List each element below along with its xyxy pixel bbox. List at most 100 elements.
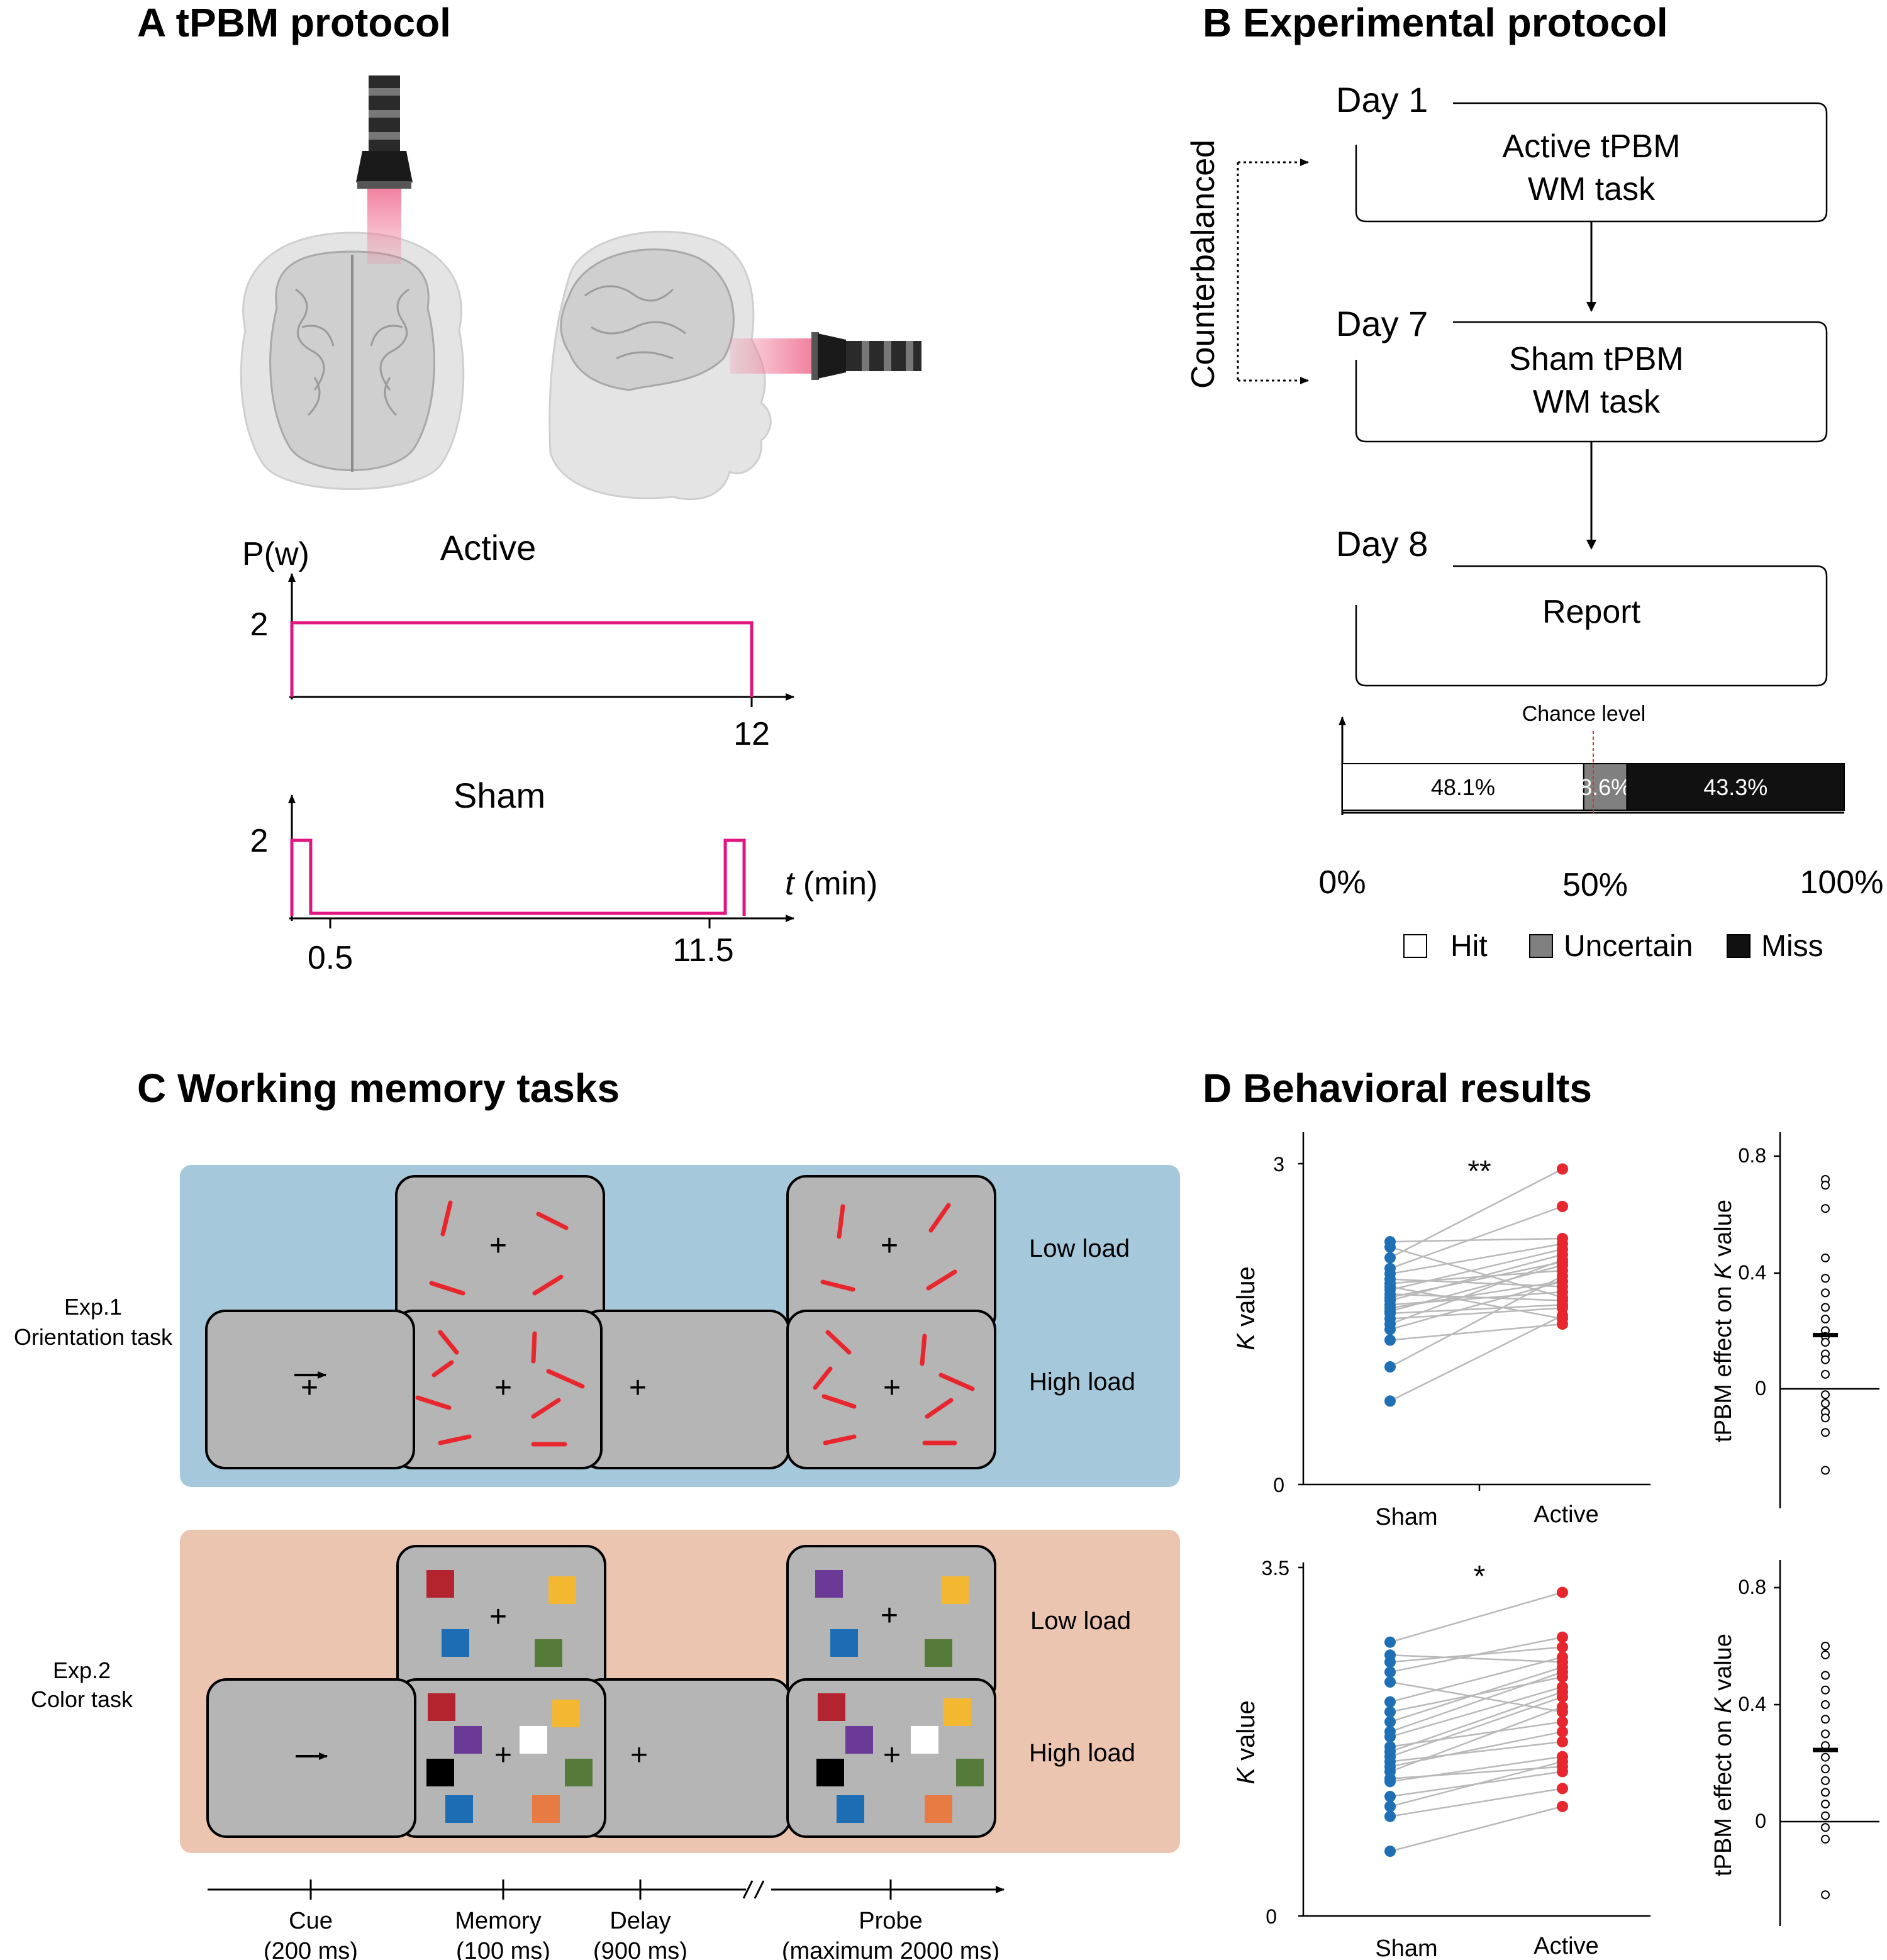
legend-swatch-miss [1727, 934, 1751, 958]
sham-tick-11-5: 11.5 [672, 932, 733, 969]
d-top-pair-line [1389, 1307, 1563, 1320]
d-top-significance: ** [1467, 1155, 1491, 1188]
d-bottom-active-point [1557, 1641, 1568, 1653]
d-bottom-paired-chart: 3.5 0 Sham Active * K value [1232, 1557, 1650, 1960]
report-segment-miss [1626, 763, 1845, 811]
report-tick-100: 100% [1800, 864, 1884, 901]
exp2-low-load-label: Low load [1030, 1607, 1131, 1635]
d-top-pair-line [1389, 1259, 1563, 1325]
d-bottom-effect-point [1821, 1700, 1830, 1709]
d-bottom-effect-point [1821, 1764, 1830, 1774]
d-top-sham-point [1384, 1262, 1396, 1274]
d-bottom-effect-point [1821, 1823, 1830, 1832]
d-bottom-pair-line [1389, 1671, 1563, 1733]
d-bottom-pair-line [1389, 1805, 1563, 1852]
d-top-effect-point [1821, 1390, 1830, 1400]
d-bottom-effect-point [1821, 1671, 1830, 1680]
d-top-effect-point [1821, 1428, 1830, 1437]
exp2-high-load-label: High load [1029, 1739, 1135, 1767]
report-segment-label-uncertain: 8.6% [1579, 774, 1631, 800]
exp1-memory-high-bars [415, 1330, 585, 1447]
d-top-effect-point [1821, 1399, 1830, 1408]
d-bottom-pair-line [1389, 1740, 1563, 1762]
chance-level-label: Chance level [1522, 702, 1646, 726]
d-top-active-point [1557, 1265, 1568, 1276]
d-top-sham-point [1384, 1395, 1396, 1407]
d-bottom-effect-ylabel-pre: tPBM effect on [1710, 1713, 1737, 1876]
d-top-effect-point [1821, 1204, 1830, 1213]
d-top-effect-tick-0: 0 [1755, 1377, 1766, 1400]
time-axis-label: t (min) [785, 866, 877, 902]
exp2-memory-high-fixation: + [494, 1739, 512, 1772]
d-bottom-effect-point [1821, 1834, 1830, 1844]
d-top-sham-point [1384, 1252, 1396, 1264]
d-bottom-effect-tick-0-4: 0.4 [1739, 1693, 1766, 1715]
d-top-active-point [1557, 1233, 1568, 1244]
d-bottom-sham-point [1384, 1746, 1396, 1757]
d-top-pair-line [1389, 1323, 1563, 1341]
d-bottom-active-point [1557, 1800, 1568, 1812]
exp1-cue-fixation: + [301, 1371, 318, 1405]
panel-c-title: C Working memory tasks [137, 1066, 620, 1111]
d-bottom-sham-point [1384, 1846, 1396, 1857]
exp2-probe-high-squares [816, 1693, 984, 1823]
d-bottom-sham-point [1384, 1676, 1396, 1688]
d-bottom-active-point [1557, 1706, 1568, 1718]
d-bottom-effect-chart: 0.8 0.4 0 tPBM effect on K value [1710, 1560, 1879, 1926]
d-bottom-active-point [1557, 1666, 1568, 1678]
d-bottom-ylabel-symbol: K [1232, 1766, 1260, 1785]
d-bottom-effect-point [1821, 1715, 1830, 1724]
d-bottom-active-point [1557, 1686, 1568, 1698]
exp2-cue-screen [206, 1678, 416, 1838]
panel-d-title: D Behavioral results [1203, 1066, 1592, 1111]
d-bottom-effect-point [1821, 1811, 1830, 1820]
day-8-line-1: Report [1542, 594, 1641, 630]
timeline-probe-name: Probe [859, 1908, 922, 1934]
d-top-category-sham: Sham [1375, 1504, 1437, 1530]
active-power-title: Active [440, 528, 537, 567]
exp2-memory-high-squares [426, 1693, 593, 1823]
active-power-profile [290, 621, 754, 697]
d-top-active-point [1557, 1256, 1568, 1268]
d-bottom-sham-point [1384, 1810, 1396, 1822]
head-top-view-illustration [240, 231, 465, 490]
d-top-sham-point [1384, 1291, 1396, 1303]
d-top-pair-line [1389, 1291, 1563, 1306]
d-top-effect-point [1821, 1181, 1830, 1190]
sham-power-profile [290, 838, 746, 916]
d-bottom-effect-tick-0: 0 [1755, 1810, 1766, 1832]
d-top-pair-line [1389, 1269, 1563, 1284]
exp1-low-load-label: Low load [1029, 1235, 1130, 1262]
d-top-paired-chart: 3 0 Sham Active ** K value [1232, 1132, 1650, 1530]
panel-a-title: A tPBM protocol [137, 0, 451, 45]
d-bottom-effect-point [1821, 1729, 1830, 1739]
d-bottom-effect-point [1821, 1642, 1830, 1651]
exp1-cue-screen [205, 1310, 415, 1469]
d-bottom-active-point [1557, 1716, 1568, 1728]
d-top-active-point [1557, 1276, 1568, 1287]
exp1-high-load-label: High load [1029, 1368, 1135, 1396]
exp1-delay-fixation: + [629, 1371, 647, 1405]
timeline-cue-duration: (200 ms) [264, 1938, 358, 1960]
d-bottom-pair-line [1389, 1756, 1563, 1783]
laser-device-top [356, 75, 413, 264]
exp2-probe-low-squares [815, 1570, 969, 1667]
exp2-label-line-2: Color task [31, 1686, 133, 1712]
laser-device-side [730, 332, 921, 380]
report-segment-label-hit: 48.1% [1431, 774, 1495, 800]
d-bottom-sham-point [1384, 1726, 1396, 1738]
time-axis-unit: (min) [794, 866, 877, 902]
exp2-delay-screen [581, 1678, 791, 1838]
d-top-effect-tick-0-8: 0.8 [1739, 1144, 1766, 1167]
d-top-effect-point [1821, 1253, 1830, 1262]
d-bottom-category-sham: Sham [1375, 1935, 1437, 1960]
d-top-pair-line [1389, 1243, 1563, 1275]
d-top-pair-line [1389, 1205, 1563, 1269]
active-end-tick: 12 [733, 716, 770, 752]
exp1-label-line-1: Exp.1 [64, 1294, 122, 1320]
report-bar-chart: Chance level 48.1% 8.6% 43.3% 0% 50% 100% … [1318, 702, 1883, 963]
d-bottom-sham-point [1384, 1649, 1396, 1661]
legend-hit: Hit [1450, 930, 1488, 963]
day-1-step: Day 1 Active tPBM WM task [1336, 80, 1828, 223]
